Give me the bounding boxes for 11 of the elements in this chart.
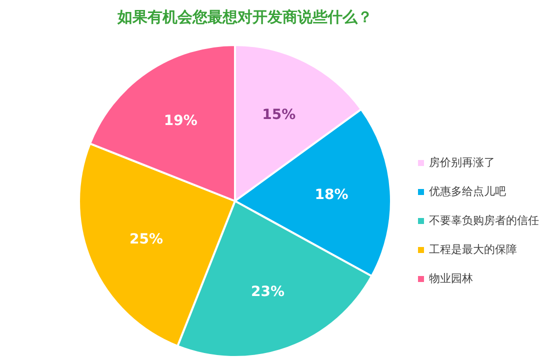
legend-label: 物业园林 [429,271,473,286]
data-label: 23% [251,284,285,300]
data-label: 18% [314,186,348,203]
legend-label: 优惠多给点儿吧 [429,184,506,199]
chart-title: 如果有机会您最想对开发商说些什么？ [116,8,374,27]
data-label: 25% [129,231,163,248]
legend-label: 房价别再涨了 [429,155,495,170]
data-label: 15% [262,106,296,123]
legend-label: 工程是最大的保障 [429,242,517,257]
legend-label: 不要辜负购房者的信任 [429,213,539,228]
data-label: 19% [164,113,198,130]
